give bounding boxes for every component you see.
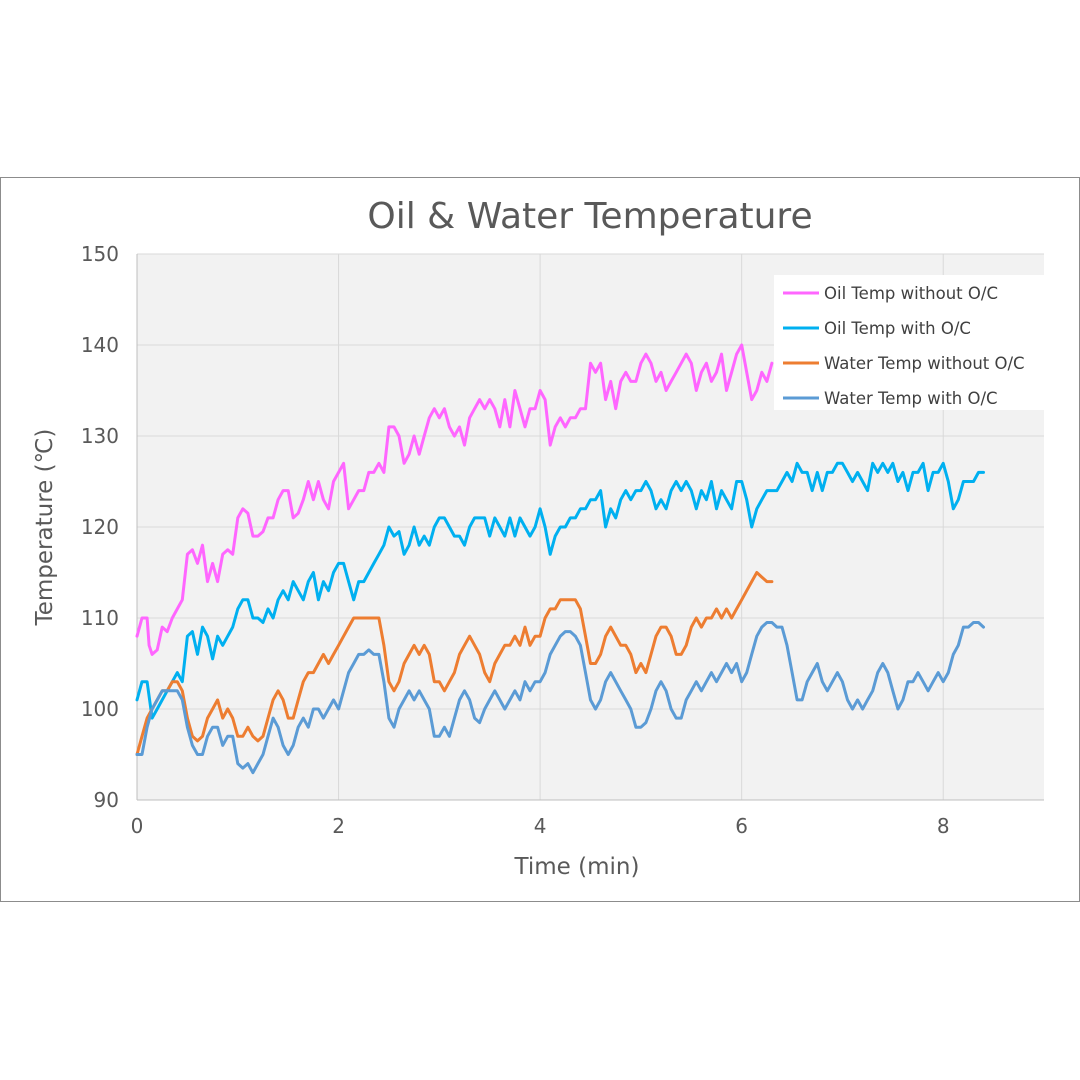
legend-box xyxy=(774,275,1045,410)
x-axis-label: Time (min) xyxy=(514,854,640,880)
legend-entry-label: Water Temp with O/C xyxy=(824,389,998,408)
legend: Oil Temp without O/C Oil Temp with O/C Wat… xyxy=(774,275,1045,410)
y-axis-label: Temperature (℃) xyxy=(32,429,58,627)
legend-entry-label: Oil Temp without O/C xyxy=(824,284,998,303)
x-tick-label: 0 xyxy=(131,814,144,838)
legend-entry-label: Oil Temp with O/C xyxy=(824,319,971,338)
y-tick-label: 100 xyxy=(81,697,119,721)
series-line-oil-temp-without-o-c xyxy=(135,343,774,656)
y-tick-label: 140 xyxy=(81,333,119,357)
series-line-water-temp-with-o-c xyxy=(135,621,985,775)
x-tick-label: 6 xyxy=(735,814,748,838)
series-line-oil-temp-with-o-c xyxy=(135,461,985,720)
chart-title: Oil & Water Temperature xyxy=(367,196,812,237)
series-line-water-temp-without-o-c xyxy=(135,571,774,756)
x-tick-label: 4 xyxy=(534,814,547,838)
x-tick-label: 2 xyxy=(332,814,345,838)
y-tick-label: 110 xyxy=(81,606,119,630)
y-tick-label: 90 xyxy=(94,788,119,812)
series-layer xyxy=(135,343,985,775)
line-chart: Oil & Water Temperature 90 100 110 120 130 14… xyxy=(32,196,1045,880)
legend-entry-label: Water Temp without O/C xyxy=(824,354,1025,373)
x-tick-label: 8 xyxy=(937,814,950,838)
y-tick-label: 150 xyxy=(81,242,119,266)
axes: 90 100 110 120 130 140 150 0 2 4 6 8 xyxy=(81,242,1044,838)
y-tick-label: 120 xyxy=(81,515,119,539)
y-tick-label: 130 xyxy=(81,424,119,448)
chart-frame: Oil & Water Temperature 90 100 110 120 130 14… xyxy=(0,177,1080,902)
